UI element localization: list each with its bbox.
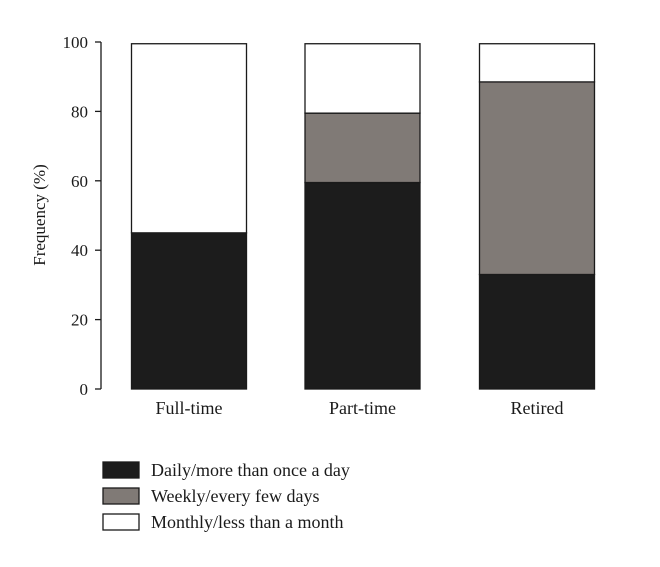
legend: Daily/more than once a day Weekly/every f… — [102, 460, 350, 532]
bars — [130, 43, 596, 390]
x-tick-label-full-time: Full-time — [156, 398, 223, 418]
y-tick-label: 0 — [80, 380, 89, 399]
bar-part-time-daily-more-than-once-a-day — [304, 181, 421, 390]
y-tick-label: 60 — [71, 172, 88, 191]
legend-swatch-daily-more-than-once-a-day — [102, 461, 140, 479]
x-axis-labels: Full-time Part-time Retired — [156, 398, 564, 418]
legend-swatch-weekly-every-few-days — [102, 487, 140, 505]
legend-label-monthly-less-than-a-month: Monthly/less than a month — [151, 512, 344, 532]
y-tick-label: 40 — [71, 241, 88, 260]
y-tick-label: 100 — [63, 33, 89, 52]
legend-label-daily-more-than-once-a-day: Daily/more than once a day — [151, 460, 350, 480]
bar-retired-monthly-less-than-a-month — [478, 43, 596, 83]
bar-part-time-monthly-less-than-a-month — [304, 43, 421, 114]
legend-swatch-monthly-less-than-a-month — [102, 513, 140, 531]
legend-label-weekly-every-few-days: Weekly/every few days — [151, 486, 319, 506]
bar-retired-weekly-every-few-days — [478, 81, 596, 276]
x-tick-label-part-time: Part-time — [329, 398, 396, 418]
y-axis: 0 20 40 60 80 100 — [63, 33, 102, 399]
bar-retired-daily-more-than-once-a-day — [478, 273, 596, 390]
y-tick-label: 80 — [71, 102, 88, 121]
y-tick-label: 20 — [71, 311, 88, 330]
y-axis-title: Frequency (%) — [30, 164, 49, 266]
bar-full-time-monthly-less-than-a-month — [130, 43, 248, 234]
bar-full-time-daily-more-than-once-a-day — [130, 232, 248, 390]
bar-part-time-weekly-every-few-days — [304, 112, 421, 184]
x-tick-label-retired: Retired — [511, 398, 564, 418]
